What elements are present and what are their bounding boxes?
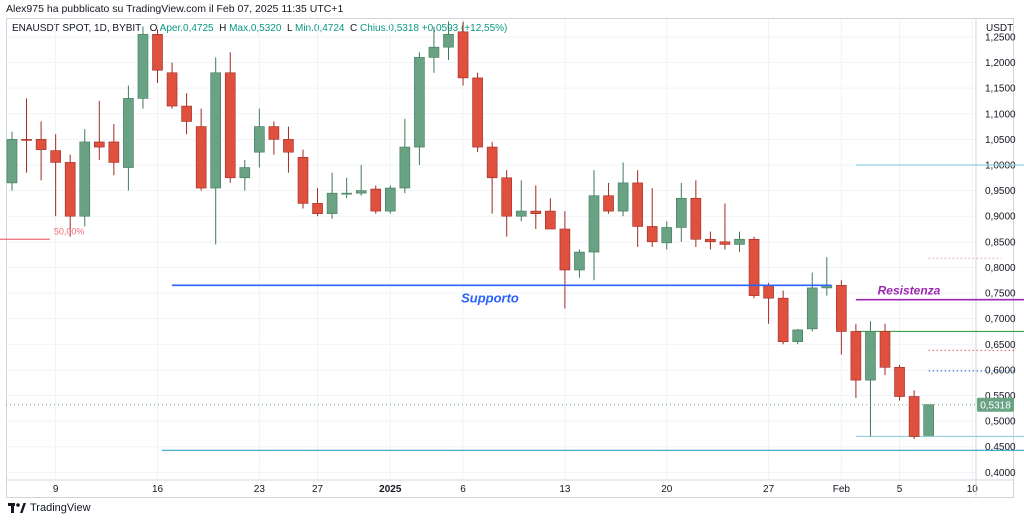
ohlc-legend: ENAUSDT SPOT, 1D, BYBIT O Aper.0,4725 H … <box>12 23 507 34</box>
brand-name: TradingView <box>30 502 91 514</box>
publish-line: Alex975 ha pubblicato su TradingView.com… <box>6 3 344 15</box>
open-value: Aper.0,4725 <box>159 23 214 34</box>
symbol-label: ENAUSDT SPOT, 1D, BYBIT <box>12 23 142 34</box>
tradingview-logo-icon <box>8 503 26 513</box>
chart-frame <box>6 18 1014 498</box>
low-letter: L <box>287 23 293 34</box>
low-value: Min.0,4724 <box>294 23 345 34</box>
brand-footer: TradingView <box>8 502 91 514</box>
close-value: Chius.0,5318 <box>360 23 419 34</box>
change-value: +0,0593 (+12,55%) <box>421 23 508 34</box>
close-letter: C <box>350 23 358 34</box>
high-letter: H <box>219 23 227 34</box>
high-value: Max.0,5320 <box>229 23 282 34</box>
open-letter: O <box>149 23 158 34</box>
